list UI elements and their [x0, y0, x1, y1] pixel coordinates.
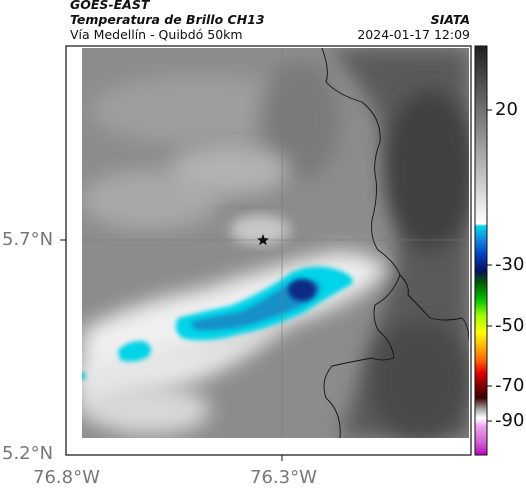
- x-tick-label: 76.3°W: [250, 467, 317, 488]
- colorbar-label: 20: [495, 99, 518, 120]
- timestamp-label: 2024-01-17 12:09: [357, 27, 470, 42]
- colorbar-label: -50: [495, 315, 525, 336]
- colorbar-label: -90: [495, 410, 525, 431]
- station-star-icon: [257, 234, 269, 246]
- product-title: Temperatura de Brillo CH13: [70, 12, 265, 27]
- satellite-label: GOES-EAST: [70, 0, 150, 12]
- colorbar-label: -70: [495, 375, 525, 396]
- y-tick-label: 5.7°N: [2, 229, 54, 250]
- region-label: Vía Medellín - Quibdó 50km: [70, 27, 243, 42]
- x-tick-label: 76.8°W: [33, 467, 100, 488]
- source-label: SIATA: [430, 12, 470, 27]
- brightness-temperature-field: [82, 48, 469, 438]
- colorbar-label: -30: [495, 254, 525, 275]
- colorbar: [474, 45, 488, 456]
- y-tick-label: 5.2°N: [2, 443, 54, 464]
- plot-frame: [65, 45, 472, 456]
